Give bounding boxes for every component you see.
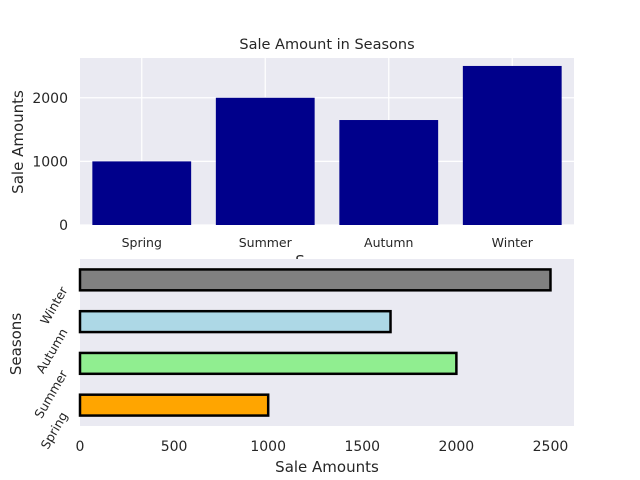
- top-bar-autumn: [339, 120, 439, 225]
- top-x-ticks: Spring Summer Autumn Winter: [122, 235, 534, 250]
- top-y-ticks: 0 1000 2000: [32, 91, 68, 234]
- bottom-bar-winter: [78, 268, 552, 292]
- bottom-bar-summer: [78, 351, 458, 376]
- bottom-bars: [78, 268, 552, 417]
- bottom-x-tick-label: 1500: [344, 439, 380, 455]
- bottom-bar-autumn: [78, 309, 392, 334]
- top-chart: 0 1000 2000 Spring Summer Autumn Winter Sale …: [9, 37, 574, 270]
- bottom-y-tick-label: Summer: [31, 367, 71, 421]
- bottom-y-tick-label: Winter: [37, 283, 71, 327]
- bottom-x-tick-label: 2000: [439, 439, 475, 455]
- top-y-tick-label: 1000: [32, 154, 68, 170]
- bottom-y-axis-label: Seasons: [7, 313, 25, 375]
- bottom-x-tick-label: 1000: [250, 439, 286, 455]
- bottom-y-tick-label: Autumn: [33, 326, 71, 376]
- top-bar-spring: [92, 161, 192, 225]
- bottom-x-axis-label: Sale Amounts: [275, 458, 379, 476]
- bottom-x-tick-label: 500: [161, 439, 188, 455]
- bottom-x-tick-label: 2500: [533, 439, 569, 455]
- bottom-x-ticks: 0 500 1000 1500 2000 2500: [76, 439, 569, 455]
- top-y-tick-label: 0: [59, 218, 68, 234]
- top-x-tick-label: Winter: [492, 235, 534, 250]
- top-bars: [92, 65, 562, 225]
- top-y-tick-label: 2000: [32, 91, 68, 107]
- top-x-tick-label: Spring: [122, 235, 162, 250]
- bottom-chart: 0 500 1000 1500 2000 2500 SpringSummerAutumnW…: [7, 259, 574, 476]
- bottom-bar-spring: [78, 393, 270, 417]
- top-bar-winter: [462, 65, 562, 225]
- top-x-tick-label: Summer: [239, 235, 293, 250]
- top-y-axis-label: Sale Amounts: [9, 90, 27, 194]
- top-chart-title: Sale Amount in Seasons: [239, 37, 414, 53]
- top-bar-summer: [215, 97, 315, 225]
- top-x-tick-label: Autumn: [364, 235, 413, 250]
- bottom-x-tick-label: 0: [76, 439, 85, 455]
